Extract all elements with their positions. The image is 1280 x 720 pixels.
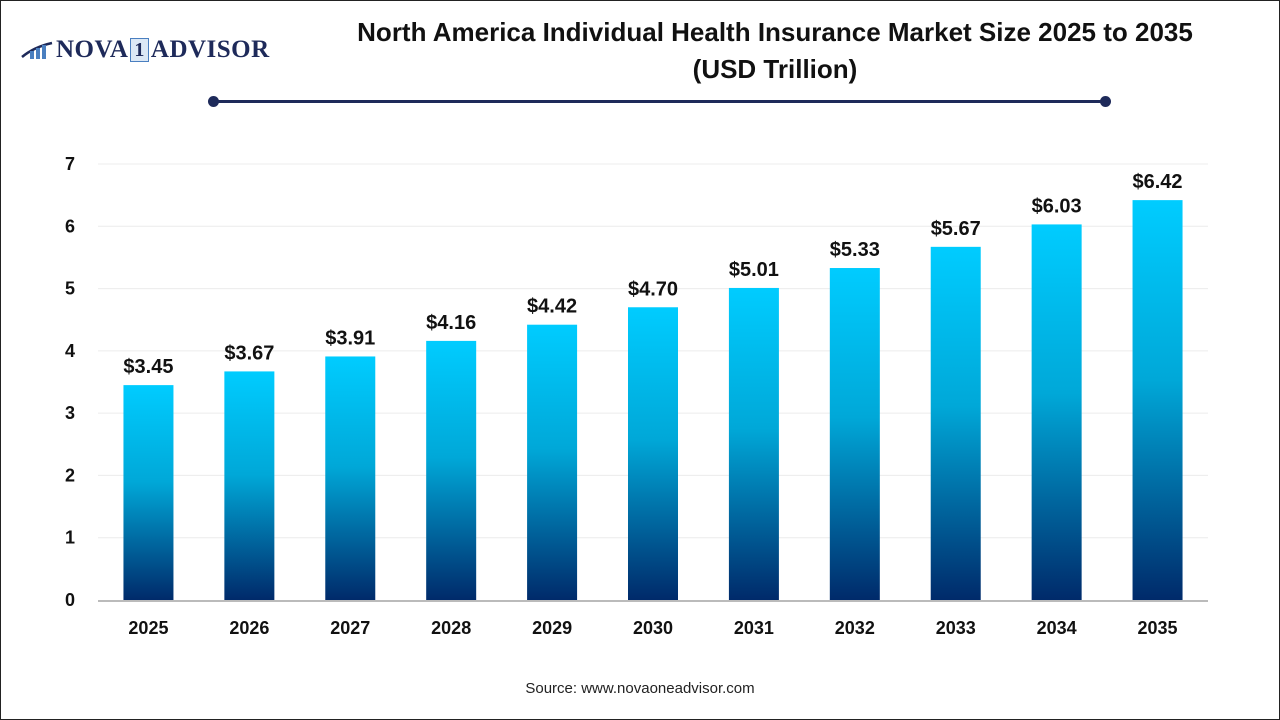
y-tick-label: 5	[65, 279, 75, 299]
y-tick-label: 2	[65, 465, 75, 485]
data-label: $5.01	[729, 259, 779, 281]
x-tick-label: 2034	[1037, 618, 1077, 638]
data-label: $6.03	[1032, 195, 1082, 217]
y-tick-label: 4	[65, 341, 75, 361]
bar-2026	[224, 371, 275, 600]
title-line-2: (USD Trillion)	[692, 54, 858, 84]
logo-text: NOVA	[56, 36, 129, 63]
logo-bars-icon	[21, 41, 53, 59]
data-label: $4.16	[426, 312, 476, 334]
bar-2030	[628, 307, 678, 600]
y-tick-label: 1	[65, 528, 75, 548]
logo: NOVA 1 ADVISOR	[20, 36, 270, 64]
data-label: $4.70	[628, 278, 678, 300]
y-tick-label: 0	[65, 590, 75, 610]
x-tick-label: 2032	[835, 618, 875, 638]
bar-2025	[123, 385, 174, 600]
title-divider	[213, 100, 1106, 103]
data-label: $5.67	[931, 218, 981, 240]
bar-2027	[325, 356, 376, 600]
title-line-1: North America Individual Health Insuranc…	[357, 17, 1193, 47]
logo-one: 1	[130, 38, 149, 62]
data-label: $5.33	[830, 239, 880, 261]
bar-2028	[426, 340, 477, 600]
y-tick-label: 3	[65, 403, 75, 423]
bar-2035	[1132, 200, 1183, 600]
bar-2032	[829, 268, 880, 600]
logo-text-right: ADVISOR	[150, 36, 270, 63]
x-tick-label: 2028	[431, 618, 471, 638]
data-label: $3.91	[325, 327, 375, 349]
x-tick-label: 2025	[128, 618, 168, 638]
x-tick-label: 2030	[633, 618, 673, 638]
source-note: Source: www.novaoneadvisor.com	[525, 680, 755, 697]
data-label: $4.42	[527, 296, 577, 318]
x-tick-label: 2035	[1138, 618, 1178, 638]
bar-2033	[930, 246, 981, 600]
x-tick-label: 2027	[330, 618, 370, 638]
data-label: $3.67	[224, 342, 274, 364]
y-tick-label: 6	[65, 216, 75, 236]
y-tick-label: 7	[65, 154, 75, 174]
divider-dot-left	[208, 96, 219, 107]
bar-2029	[527, 324, 578, 600]
x-tick-label: 2033	[936, 618, 976, 638]
data-label: $6.42	[1133, 171, 1183, 193]
x-tick-label: 2031	[734, 618, 774, 638]
data-label: $3.45	[123, 356, 173, 378]
bar-2031	[728, 287, 779, 600]
chart-title: North America Individual Health Insuranc…	[270, 14, 1280, 88]
x-tick-label: 2026	[229, 618, 269, 638]
x-tick-label: 2029	[532, 618, 572, 638]
bar-2034	[1031, 224, 1082, 600]
divider-dot-right	[1100, 96, 1111, 107]
